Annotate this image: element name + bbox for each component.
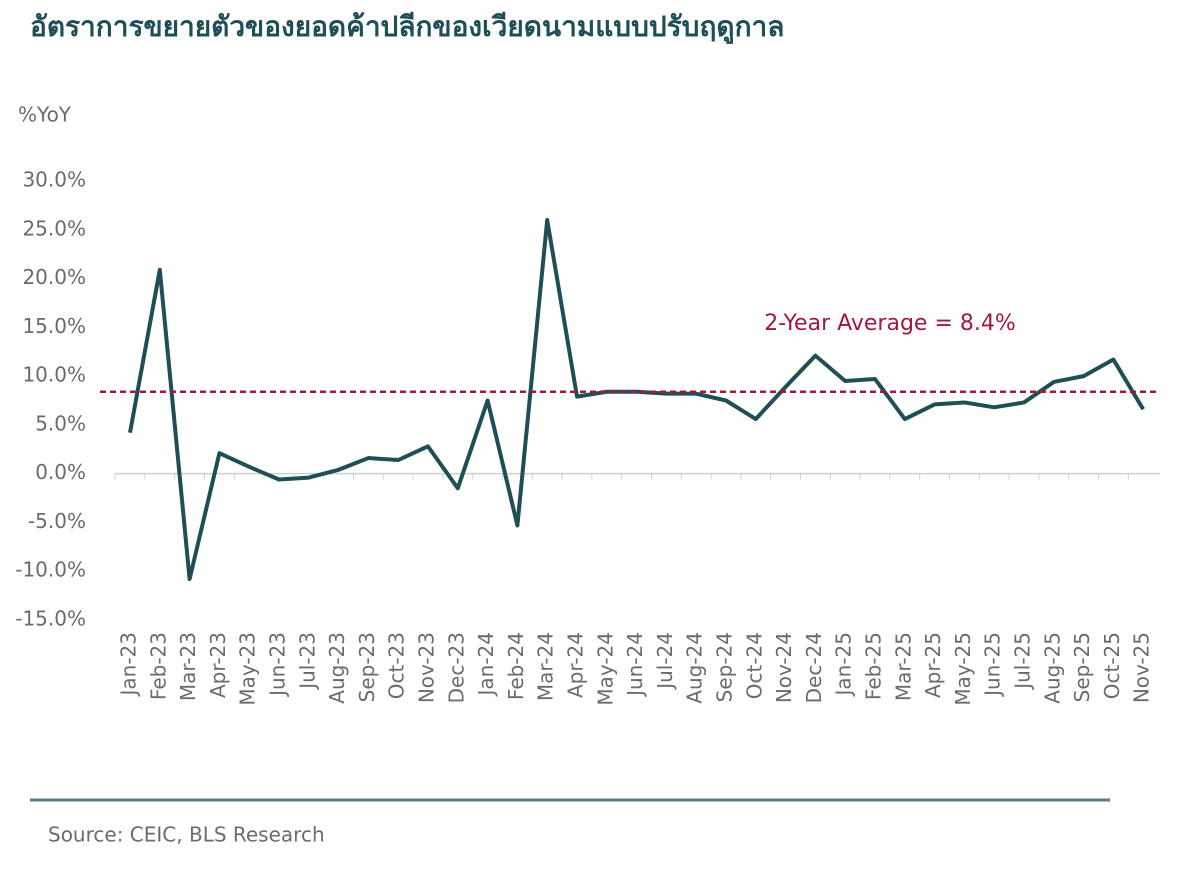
x-tick-label: Mar-25 [891, 632, 915, 701]
x-tick-label: Sep-23 [355, 632, 379, 702]
y-tick-label: 5.0% [35, 411, 86, 435]
y-tick-label: 20.0% [22, 265, 86, 289]
x-tick-label: Feb-23 [146, 632, 170, 700]
x-tick-label: Oct-25 [1100, 632, 1124, 699]
x-tick-label: Jul-24 [653, 632, 677, 691]
average-label: 2-Year Average = 8.4% [764, 311, 1016, 336]
y-tick-label: 25.0% [22, 216, 86, 240]
line-series [128, 218, 1145, 582]
x-tick-label: Jul-23 [295, 632, 319, 691]
x-tick-label: Jun-25 [981, 632, 1005, 698]
x-tick-label: Aug-25 [1040, 632, 1064, 704]
x-tick-label: Dec-24 [802, 632, 826, 703]
x-tick-label: Nov-24 [772, 632, 796, 703]
y-tick-label: -5.0% [28, 509, 86, 533]
y-tick-label: 30.0% [22, 168, 86, 192]
x-tick-label: Mar-23 [176, 632, 200, 701]
x-tick-label: Jan-23 [117, 632, 141, 698]
x-tick-label: Mar-24 [534, 632, 558, 701]
x-tick-label: Jul-25 [1011, 632, 1035, 691]
x-tick-label: Apr-25 [921, 632, 945, 698]
x-tick-label: May-23 [236, 632, 260, 706]
x-tick-label: Apr-23 [206, 632, 230, 698]
source: Source: CEIC, BLS Research [48, 823, 325, 847]
x-tick-label: Jun-23 [266, 632, 290, 698]
y-tick-label: 0.0% [35, 460, 86, 484]
x-tick-label: Oct-24 [742, 632, 766, 699]
x-tick-label: Aug-23 [325, 632, 349, 704]
chart-title: อัตราการขยายตัวของยอดค้าปลีกของเวียดนามแ… [30, 10, 784, 44]
x-tick-label: Jan-24 [474, 632, 498, 698]
x-tick-label: Dec-23 [444, 632, 468, 703]
y-axis-label: %YoY [18, 103, 72, 127]
x-tick-label: May-25 [951, 632, 975, 706]
x-tick-label: Feb-25 [862, 632, 886, 700]
x-tick-label: Nov-23 [415, 632, 439, 703]
y-tick-label: 10.0% [22, 363, 86, 387]
x-tick-label: Sep-24 [713, 632, 737, 702]
y-tick-label: -10.0% [15, 558, 86, 582]
y-tick-label: -15.0% [15, 607, 86, 631]
x-tick-label: Jan-25 [832, 632, 856, 698]
y-tick-label: 15.0% [22, 314, 86, 338]
x-tick-label: Apr-24 [564, 632, 588, 698]
x-tick-label: Nov-25 [1130, 632, 1154, 703]
x-tick-label: May-24 [593, 632, 617, 706]
x-tick-label: Feb-24 [504, 632, 528, 700]
x-tick-label: Aug-24 [683, 632, 707, 704]
x-tick-label: Jun-24 [623, 632, 647, 698]
x-tick-label: Oct-23 [385, 632, 409, 699]
x-tick-label: Sep-25 [1070, 632, 1094, 702]
